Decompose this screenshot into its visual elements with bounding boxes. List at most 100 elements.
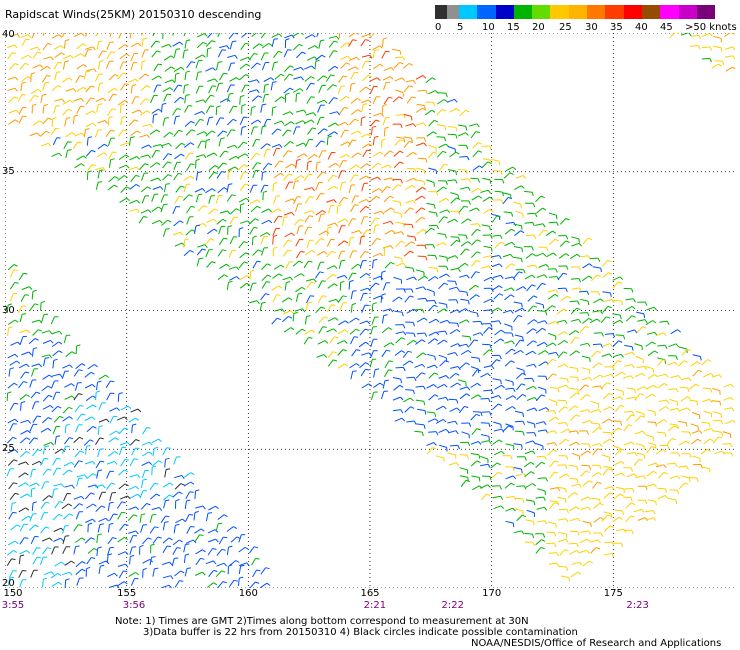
wind-barb (525, 483, 533, 488)
wind-barb (96, 382, 99, 391)
wind-barb-feather (588, 480, 593, 483)
latitude-tick-label: 40 (2, 29, 15, 40)
wind-barb-feather (64, 60, 69, 63)
wind-barb-feather (207, 512, 213, 514)
wind-barb (61, 503, 69, 510)
wind-barb-feather (320, 39, 325, 42)
wind-barb (460, 241, 468, 247)
wind-barb-feather (512, 507, 516, 512)
wind-barb (75, 75, 81, 83)
wind-barb (505, 423, 514, 427)
wind-barb (623, 375, 632, 379)
wind-barb (219, 263, 227, 270)
wind-barb (40, 427, 49, 433)
wind-barb (526, 363, 535, 367)
wind-barb (260, 143, 268, 150)
wind-barb-feather (81, 363, 86, 366)
wind-barb (559, 377, 568, 380)
wind-barb (568, 464, 577, 467)
wind-barb (372, 252, 381, 258)
wind-barb (569, 441, 577, 447)
wind-barb-feather (686, 407, 691, 412)
wind-barb (427, 418, 436, 423)
wind-barb (340, 129, 346, 138)
wind-barb-feather (45, 357, 50, 359)
wind-barb-feather (677, 375, 682, 380)
wind-barb-feather (165, 183, 170, 185)
wind-barb-feather (202, 549, 206, 553)
wind-barb-feather (149, 124, 154, 128)
wind-barb-feather (578, 278, 582, 283)
wind-barb (535, 302, 544, 306)
wind-barb-feather (445, 93, 448, 98)
wind-barb (580, 298, 589, 302)
wind-barb-feather (443, 242, 447, 246)
wind-barb (42, 446, 46, 455)
wind-barb (108, 437, 116, 443)
wind-barb-feather (354, 118, 359, 122)
wind-barb (611, 427, 619, 434)
wind-barb (316, 99, 325, 104)
wind-barb-feather (654, 373, 658, 378)
wind-barb-feather (413, 333, 416, 338)
wind-barb (151, 219, 160, 225)
wind-barb (513, 246, 522, 249)
wind-barb (502, 425, 509, 432)
wind-barb-feather (12, 502, 17, 504)
wind-barb-feather (475, 284, 480, 288)
wind-barb (570, 307, 578, 315)
wind-barb-feather (377, 162, 382, 166)
wind-barb-feather (597, 448, 602, 451)
wind-barb-feather (732, 420, 735, 424)
wind-barb-feather (500, 505, 505, 510)
wind-barb-feather (191, 129, 196, 132)
wind-barb-feather (402, 262, 407, 267)
wind-barb (592, 374, 601, 380)
wind-barb-feather (176, 547, 181, 549)
wind-barb-feather (664, 382, 668, 387)
wind-barb (85, 97, 92, 105)
wind-barb-feather (710, 428, 715, 432)
wind-barb (470, 394, 479, 400)
wind-barb (383, 128, 386, 137)
wind-barb (162, 87, 171, 93)
wind-barb-feather (351, 302, 357, 306)
wind-barb-feather (227, 210, 231, 215)
wind-barb (645, 434, 654, 438)
wind-barb (315, 182, 320, 191)
wind-barb (590, 539, 599, 543)
wind-barb-feather (620, 404, 625, 408)
wind-barb (602, 343, 610, 347)
wind-barbs (6, 33, 735, 588)
wind-barb (402, 63, 410, 69)
wind-barb (85, 150, 92, 157)
wind-barb (31, 401, 36, 410)
wind-barb (571, 287, 580, 290)
wind-barb-feather (248, 33, 252, 35)
wind-barb-feather (477, 223, 481, 228)
wind-barb (183, 142, 191, 148)
wind-barb-feather (354, 71, 359, 74)
wind-barb (535, 223, 544, 226)
wind-barb-feather (500, 338, 505, 342)
wind-barb-feather (136, 474, 141, 479)
wind-barb (713, 430, 722, 433)
wind-barb (548, 321, 556, 325)
wind-barb-feather (311, 187, 315, 192)
wind-barb (415, 269, 424, 273)
wind-barb (175, 185, 182, 193)
wind-barb (348, 39, 354, 47)
wind-barb (54, 436, 57, 445)
wind-barb (535, 461, 542, 469)
wind-barb-feather (169, 494, 174, 498)
wind-barb (404, 406, 411, 413)
wind-barb (164, 66, 172, 72)
wind-barb-feather (36, 391, 41, 394)
wind-barb (274, 308, 283, 312)
wind-barb-feather (434, 338, 439, 342)
wind-barb-feather (58, 34, 63, 38)
wind-barb (459, 475, 468, 478)
wind-barb-feather (455, 151, 460, 155)
wind-barb (73, 53, 82, 58)
wind-barb-feather (532, 542, 535, 547)
